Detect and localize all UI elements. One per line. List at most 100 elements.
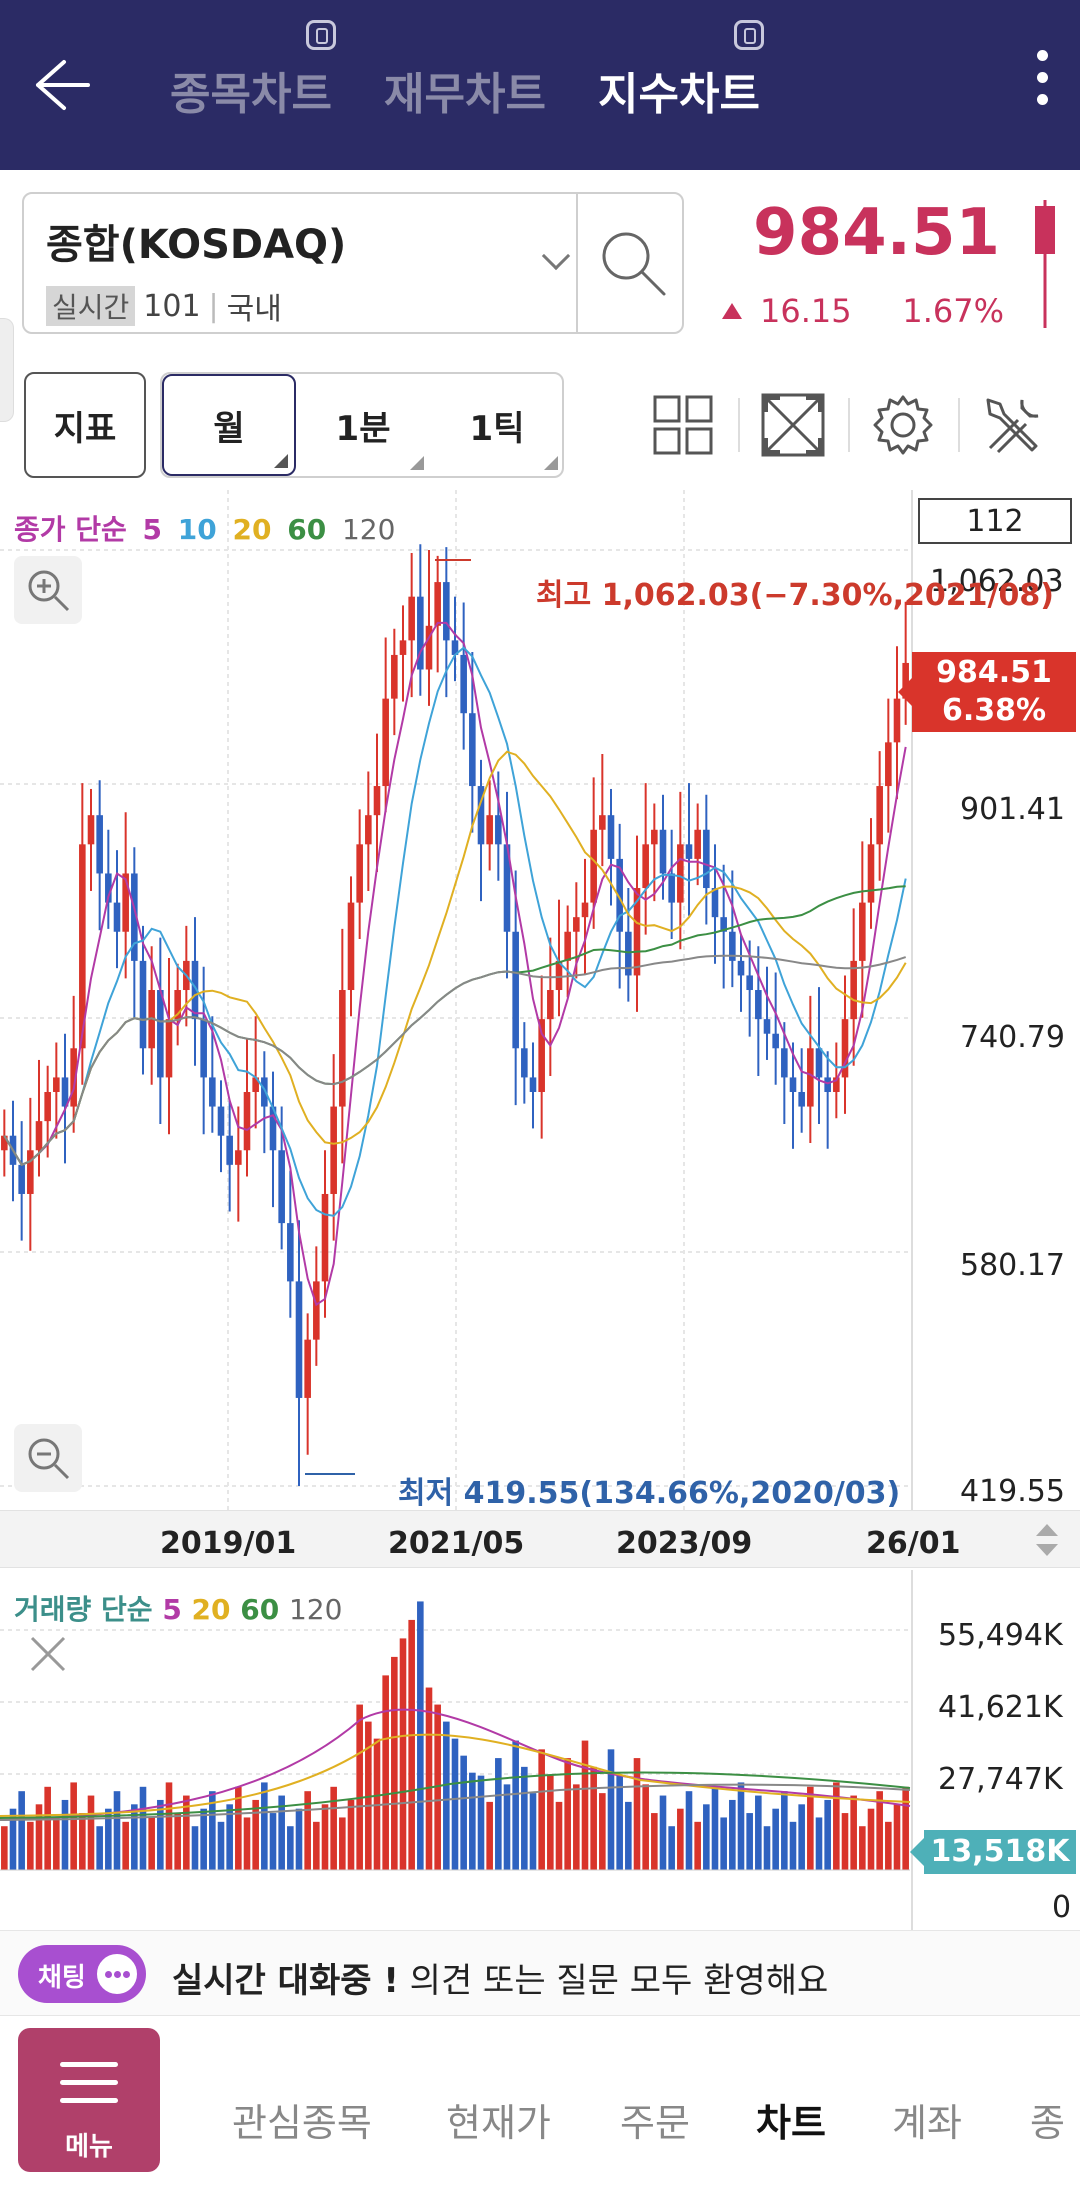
- tools-icon[interactable]: [978, 390, 1048, 460]
- candle-body: [365, 815, 372, 845]
- grid-layout-icon[interactable]: [648, 390, 718, 460]
- ma-legend-10: 10: [177, 513, 217, 546]
- candle-body: [703, 829, 710, 889]
- close-icon[interactable]: [24, 1630, 72, 1678]
- volume-bar: [148, 1817, 155, 1870]
- tab-badge-icon: [306, 20, 336, 50]
- candle-body: [408, 596, 415, 641]
- candle-body: [798, 1091, 805, 1107]
- search-button[interactable]: [576, 194, 684, 332]
- volume-bar: [555, 1801, 563, 1870]
- volume-bar: [330, 1786, 337, 1870]
- zoom-in-icon: [28, 570, 70, 612]
- more-options-icon[interactable]: [1034, 50, 1050, 120]
- candle-body: [789, 1077, 797, 1092]
- tab-stock-chart[interactable]: 종목차트: [170, 69, 332, 120]
- chat-button[interactable]: 채팅: [18, 1945, 146, 2003]
- candle-body: [339, 990, 346, 1107]
- search-icon: [602, 232, 666, 296]
- volume-ma-120: [0, 1783, 911, 1821]
- candle-body: [356, 844, 363, 903]
- candle-body: [469, 713, 476, 787]
- side-drawer-handle[interactable]: [0, 318, 14, 422]
- candle-body: [486, 815, 493, 845]
- menu-button[interactable]: 메뉴: [18, 2028, 160, 2172]
- ma-legend-prefix: 종가 단순: [14, 513, 127, 546]
- volume-bar: [859, 1826, 866, 1870]
- zoom-out-button[interactable]: [14, 1424, 82, 1492]
- stock-subinfo: 실시간 101 | 국내: [46, 284, 282, 328]
- candle-body: [729, 931, 736, 961]
- candle-body: [295, 1281, 303, 1398]
- nav-item-account[interactable]: 계좌: [892, 2101, 962, 2145]
- volume-bar: [18, 1791, 25, 1870]
- volume-bar: [824, 1799, 831, 1870]
- volume-bar: [746, 1813, 753, 1870]
- price-candlestick-chart[interactable]: [0, 490, 1080, 1510]
- volume-bar: [165, 1782, 173, 1870]
- vol-legend-5: 5: [162, 1593, 182, 1626]
- volume-bar-chart[interactable]: [0, 1570, 1080, 1930]
- candle-body: [833, 1077, 840, 1092]
- candle-body: [633, 888, 641, 976]
- volume-bar: [850, 1795, 857, 1870]
- back-arrow-icon[interactable]: [24, 50, 94, 120]
- period-tick-button[interactable]: 1틱: [430, 374, 564, 476]
- ma-legend-120: 120: [341, 513, 396, 546]
- candle-body: [96, 815, 103, 874]
- indicator-button[interactable]: 지표: [24, 372, 146, 478]
- volume-bar: [495, 1758, 502, 1870]
- volume-bar: [183, 1795, 190, 1870]
- candle-body: [659, 829, 667, 874]
- chevron-down-icon[interactable]: [541, 241, 571, 271]
- volume-bar: [729, 1799, 736, 1870]
- nav-item-watchlist[interactable]: 관심종목: [232, 2101, 372, 2145]
- zoom-in-button[interactable]: [14, 556, 82, 624]
- tab-financial-chart[interactable]: 재무차트: [384, 69, 546, 120]
- tab-index-chart[interactable]: 지수차트: [598, 69, 760, 120]
- nav-item-order[interactable]: 주문: [620, 2101, 690, 2145]
- volume-bar: [347, 1799, 355, 1870]
- candle-body: [781, 1048, 788, 1078]
- candle-count-box[interactable]: 112: [918, 498, 1072, 544]
- stock-selector[interactable]: 종합(KOSDAQ) 실시간 101 | 국내: [22, 192, 684, 334]
- candle-body: [460, 654, 467, 714]
- candle-body: [876, 786, 883, 845]
- vol-legend-prefix: 거래량 단순: [14, 1593, 153, 1626]
- settings-gear-icon[interactable]: [868, 390, 938, 460]
- candle-body: [330, 1106, 337, 1194]
- candle-body: [555, 960, 563, 991]
- volume-bar: [70, 1782, 77, 1870]
- candle-body: [382, 698, 389, 787]
- volume-bar: [529, 1793, 537, 1870]
- candle-body: [668, 873, 675, 903]
- nav-item-current-price[interactable]: 현재가: [446, 2101, 551, 2145]
- candle-body: [165, 1019, 173, 1078]
- scroll-updown-icon[interactable]: [1030, 1516, 1064, 1564]
- candle-body: [867, 844, 875, 903]
- candle-body: [27, 1150, 34, 1194]
- current-volume-tag: 13,518K: [910, 1830, 1076, 1874]
- volume-bar: [590, 1766, 597, 1870]
- triangle-up-icon: [722, 303, 742, 319]
- volume-bar: [512, 1740, 519, 1870]
- nav-item-more[interactable]: 종: [1030, 2101, 1065, 2145]
- nav-item-chart[interactable]: 차트: [756, 2101, 826, 2145]
- x-axis-band[interactable]: [0, 1510, 1080, 1568]
- chat-banner[interactable]: 채팅 실시간 대화중 ! 의견 또는 질문 모두 환영해요: [0, 1930, 1080, 2016]
- price-ma-legend: 종가 단순 5 10 20 60 120: [14, 508, 401, 548]
- volume-bar: [486, 1801, 493, 1870]
- volume-bar: [755, 1795, 762, 1870]
- period-monthly-button[interactable]: 월: [162, 374, 296, 476]
- volume-bar: [391, 1656, 398, 1870]
- volume-bar: [313, 1821, 320, 1870]
- volume-bar: [642, 1784, 649, 1870]
- candle-body: [859, 902, 866, 961]
- volume-bar: [131, 1804, 138, 1870]
- candle-body: [200, 1019, 207, 1078]
- volume-bar: [339, 1817, 346, 1870]
- expand-icon[interactable]: [758, 390, 828, 460]
- period-minute-button[interactable]: 1분: [296, 374, 430, 476]
- volume-bar: [122, 1821, 129, 1870]
- candle-body: [191, 960, 199, 1020]
